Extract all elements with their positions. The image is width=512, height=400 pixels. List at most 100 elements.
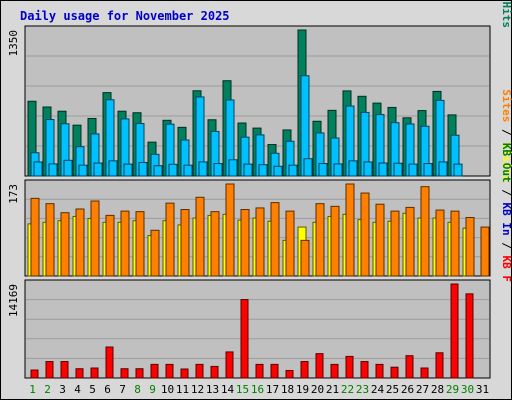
legend-kb-f: KB F [500,256,512,283]
x-axis-labels: 1 2 3 4 5 6 7 8 9 10 11 12 13 14 15 16 17 18 19 20 21 22 23 24 2… [29,383,489,396]
bottom-bar-kb-f-19 [300,361,309,379]
middle-legend: Sites / Visits [500,89,512,182]
middle-bar-sites-28 [435,209,445,277]
top-bar-pages-10 [168,163,178,177]
middle-bar-sites-4 [75,208,85,277]
middle-bar-sites-2 [45,203,55,277]
top-bar-pages-20 [318,163,328,177]
top-bar-pages-12 [198,161,208,177]
top-bar-pages-15 [243,163,253,177]
top-bar-pages-1 [33,161,43,177]
x-tick-label-2: 2 [44,383,51,396]
x-tick-label-12: 12 [191,383,204,396]
bottom-bar-kb-f-9 [150,363,159,379]
middle-bar-sites-22 [345,183,355,277]
x-tick-label-1: 1 [29,383,36,396]
middle-bar-sites-24 [375,203,385,277]
middle-bar-sites-14 [225,183,235,277]
bottom-bar-kb-f-13 [210,365,219,379]
bottom-bar-kb-f-26 [405,355,414,379]
x-tick-label-21: 21 [326,383,339,396]
x-tick-label-14: 14 [221,383,235,396]
bottom-bar-kb-f-18 [285,369,294,379]
top-bar-pages-29 [453,163,463,177]
bottom-legend: KB Out / KB In / KB F [500,143,512,282]
top-bar-pages-21 [333,163,343,177]
middle-bar-sites-7 [120,210,130,277]
x-tick-label-11: 11 [176,383,189,396]
top-bar-pages-22 [348,160,358,177]
top-bar-pages-23 [363,161,373,177]
middle-bar-sites-15 [240,209,250,277]
top-scale-max-label: 1350 [7,30,20,57]
legend-kb-in: KB In [500,203,512,236]
middle-bar-sites-9 [150,229,160,277]
bottom-bar-kb-f-17 [270,363,279,379]
legend-separator: / [500,183,512,203]
top-bar-pages-13 [213,163,223,177]
top-bar-pages-14 [228,159,238,177]
legend-kb-out: KB Out [500,143,512,183]
bottom-bar-kb-f-14 [225,351,234,379]
x-tick-label-30: 30 [461,383,474,396]
top-bar-pages-25 [393,162,403,177]
middle-bar-sites-29 [450,210,460,277]
middle-bar-sites-18 [285,210,295,277]
middle-bar-sites-8 [135,211,145,277]
top-bar-pages-7 [123,163,133,177]
x-tick-label-26: 26 [401,383,414,396]
top-bar-pages-5 [93,162,103,177]
top-bar-pages-11 [183,164,193,177]
bottom-bar-kb-f-16 [255,363,264,379]
middle-bar-sites-5 [90,200,100,277]
top-bar-pages-2 [48,163,58,177]
x-tick-label-17: 17 [266,383,279,396]
bottom-bar-kb-f-27 [420,367,429,379]
x-tick-label-8: 8 [134,383,141,396]
middle-bar-sites-13 [210,211,220,277]
middle-bar-sites-10 [165,202,175,277]
middle-bar-sites-31 [480,226,490,277]
top-bar-pages-9 [153,165,163,177]
x-tick-label-31: 31 [476,383,489,396]
middle-bar-sites-23 [360,192,370,277]
bottom-bar-kb-f-1 [30,369,39,379]
bottom-bar-kb-f-6 [105,346,114,379]
middle-scale-max-label: 173 [7,184,20,204]
top-bar-pages-17 [273,165,283,177]
top-panel: 1350 Pages / Files / Hits [7,0,512,177]
middle-bar-sites-26 [405,206,415,277]
middle-bar-sites-21 [330,205,340,277]
legend-sites: Sites [500,89,512,122]
bottom-bar-kb-f-8 [135,368,144,379]
bottom-bar-kb-f-24 [375,363,384,379]
bottom-bar-kb-f-29 [450,283,459,379]
bottom-bar-kb-f-2 [45,361,54,379]
bottom-bar-kb-f-25 [390,366,399,379]
top-bar-pages-19 [303,158,313,177]
top-bar-pages-24 [378,162,388,177]
top-bar-pages-27 [423,163,433,177]
middle-bar-sites-12 [195,196,205,277]
bottom-bar-kb-f-15 [240,299,249,379]
x-tick-label-24: 24 [371,383,385,396]
middle-bar-sites-30 [465,217,475,277]
top-bar-pages-26 [408,163,418,177]
bottom-panel-background [24,279,491,379]
x-tick-label-4: 4 [74,383,81,396]
bottom-bar-kb-f-20 [315,353,324,379]
bottom-bar-kb-f-22 [345,355,354,379]
top-bar-pages-16 [258,164,268,177]
middle-bar-sites-17 [270,202,280,277]
top-legend: Pages / Files / Hits [500,0,512,28]
bottom-bar-kb-f-23 [360,361,369,379]
chart-title: Daily usage for November 2025 [20,9,230,23]
x-tick-label-15: 15 [236,383,249,396]
middle-panel: 173 Sites / Visits [7,89,512,277]
middle-bar-sites-11 [180,209,190,277]
x-tick-label-25: 25 [386,383,399,396]
x-tick-label-9: 9 [149,383,156,396]
legend-separator: / [500,0,512,2]
x-tick-label-20: 20 [311,383,324,396]
middle-bar-sites-19 [300,239,310,277]
